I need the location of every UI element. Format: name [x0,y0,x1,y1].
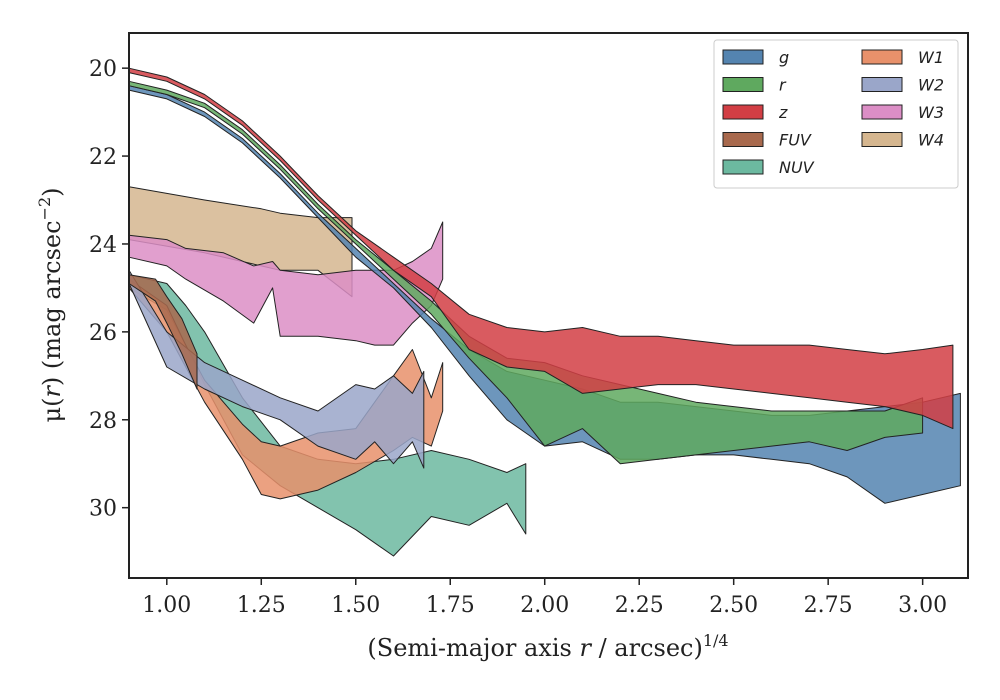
legend-swatch-fuv [722,132,764,147]
y-tick-label: 30 [89,497,117,522]
x-tick-label: 2.75 [804,593,853,618]
legend-label-w2: W2 [918,76,944,95]
y-tick-label: 26 [89,321,117,346]
legend-label-w1: W1 [918,48,944,67]
legend-label-g: g [779,48,789,67]
legend-swatch-w3 [861,104,903,120]
legend-label-r: r [779,76,787,95]
band-r [128,80,924,465]
legend-swatch-w1 [861,49,903,65]
band-w3 [128,221,444,346]
legend-items: grz FUV NUV W1 W2 W3 W4 [722,48,944,177]
y-tick-label: 22 [89,145,117,170]
y-axis-title: μ(r) (mag arcsec−2) [35,187,66,422]
x-tick-label: 1.00 [142,593,191,618]
legend-swatch-z [722,104,764,120]
band-areas [128,67,961,557]
legend-label-w4: W4 [918,131,944,150]
legend-label-w3: W3 [918,103,944,122]
x-tick-label: 1.50 [331,593,380,618]
y-axis-ticks: 20 22 24 26 28 30 [89,57,129,522]
x-tick-label: 2.25 [615,593,664,618]
x-tick-label: 2.50 [709,593,758,618]
legend-label-z: z [778,103,788,122]
legend-swatch-g [722,49,764,65]
x-tick-label: 1.75 [426,593,475,618]
legend-label-fuv: FUV [779,131,812,150]
x-tick-label: 2.00 [520,593,569,618]
y-tick-label: 28 [89,409,117,434]
band-w2 [128,269,425,469]
x-axis-ticks: 1.00 1.25 1.50 1.75 2.00 2.25 2.50 2.75 3.00 [142,578,947,618]
band-z [128,67,954,430]
legend-swatch-w4 [861,132,903,147]
legend-swatch-nuv [722,159,764,175]
x-axis-title: (Semi-major axis r / arcsec)1/4 [367,631,728,662]
legend: grz FUV NUV W1 W2 W3 W4 [713,39,959,189]
x-tick-label: 1.25 [237,593,286,618]
y-tick-label: 20 [89,57,117,82]
legend-swatch-r [722,77,764,92]
band-fuv [128,274,198,390]
y-tick-label: 24 [89,233,117,258]
plot-frame [128,32,969,579]
legend-swatch-w2 [861,77,903,92]
x-tick-label: 3.00 [898,593,947,618]
legend-label-nuv: NUV [779,158,815,177]
